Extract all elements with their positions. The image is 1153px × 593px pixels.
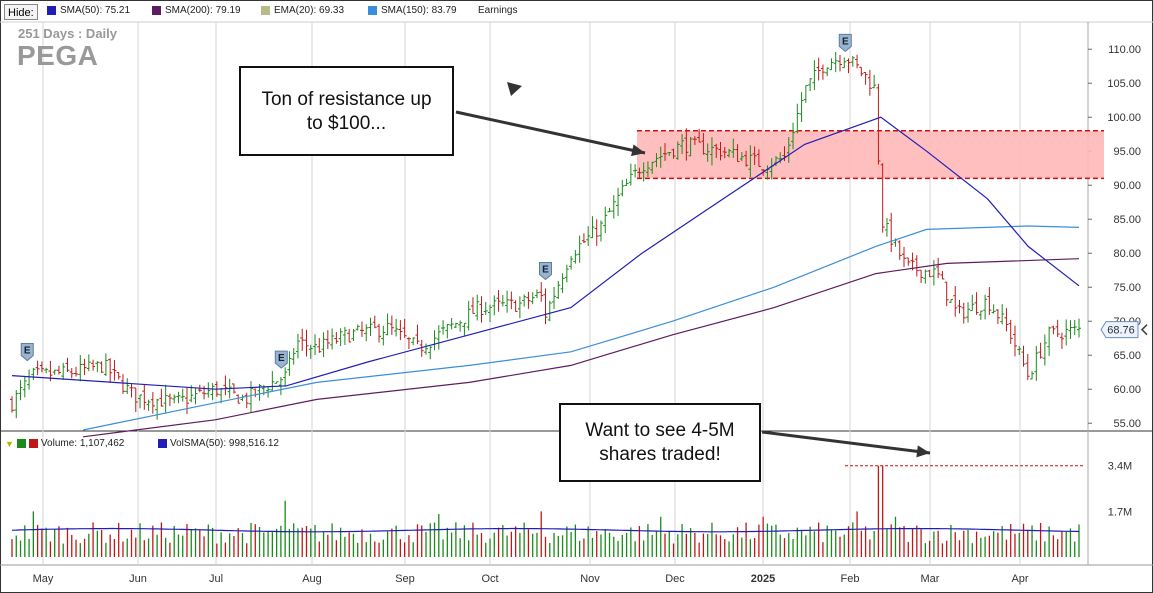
legend-sma50-label: SMA(50): 75.21 xyxy=(60,5,131,16)
earnings-marker-icon xyxy=(20,343,34,362)
sma150-swatch xyxy=(368,6,377,15)
volume-legend[interactable]: ▼ Volume: 1,107,462 xyxy=(5,438,124,449)
resistance-annotation-line1: Ton of resistance up xyxy=(261,89,432,110)
price-tick-label: 100.00 xyxy=(1107,112,1141,124)
month-tick-label: Apr xyxy=(1011,573,1028,585)
month-tick-label: Jul xyxy=(209,573,223,585)
cursor-pointer-icon xyxy=(507,82,522,96)
legend-ema20-label: EMA(20): 69.33 xyxy=(274,5,345,16)
volume-annotation-line2: shares traded! xyxy=(599,444,721,465)
resistance-arrow xyxy=(455,110,646,155)
price-tick-label: 60.00 xyxy=(1113,384,1141,396)
volsma-label: VolSMA(50): 998,516.12 xyxy=(170,438,279,449)
volume-down-swatch xyxy=(28,439,38,448)
price-tick-label: 85.00 xyxy=(1113,214,1141,226)
legend-ema20[interactable]: EMA(20): 69.33 xyxy=(261,5,344,16)
earnings-marker-icon xyxy=(274,350,288,369)
volsma-line xyxy=(11,527,1080,533)
last-price-label: 68.76 xyxy=(1107,325,1135,337)
month-tick-label: Nov xyxy=(580,573,600,585)
volsma-swatch xyxy=(158,439,167,448)
last-price-marker xyxy=(1100,321,1139,339)
price-tick-label: 80.00 xyxy=(1113,248,1141,260)
price-tick-label: 105.00 xyxy=(1107,78,1141,90)
volsma-legend[interactable]: VolSMA(50): 998,516.12 xyxy=(158,438,279,449)
resistance-annotation: Ton of resistance up to $100... xyxy=(239,66,454,156)
resistance-annotation-line2: to $100... xyxy=(306,113,387,134)
earnings-marker-label: E xyxy=(542,264,549,275)
legend-sma50[interactable]: SMA(50): 75.21 xyxy=(47,5,130,16)
collapse-arrow-icon xyxy=(1140,324,1148,336)
ema20-swatch xyxy=(261,6,270,15)
resistance-zone xyxy=(636,130,1104,179)
sma50-swatch xyxy=(47,6,56,15)
month-tick-label: 2025 xyxy=(751,573,775,585)
volume-arrow-head xyxy=(916,445,930,458)
ticker-symbol: PEGA xyxy=(17,40,99,71)
volume-annotation: Want to see 4-5M shares traded! xyxy=(559,403,761,482)
legend-sma150[interactable]: SMA(150): 83.79 xyxy=(368,5,457,16)
legend-earnings[interactable]: Earnings xyxy=(478,5,517,16)
sma150-line xyxy=(82,225,1080,431)
legend-sma200[interactable]: SMA(200): 79.19 xyxy=(152,5,241,16)
price-tick-label: 55.00 xyxy=(1113,418,1141,430)
earnings-marker-label: E xyxy=(278,353,285,364)
month-tick-label: Feb xyxy=(841,573,860,585)
month-tick-label: Jun xyxy=(129,573,147,585)
hide-button[interactable]: Hide: xyxy=(4,4,38,20)
volume-arrow xyxy=(761,430,931,455)
month-tick-label: Mar xyxy=(921,573,940,585)
price-tick-label: 95.00 xyxy=(1113,146,1141,158)
earnings-marker-icon xyxy=(838,33,852,53)
legend-earnings-label: Earnings xyxy=(478,5,518,16)
price-tick-label: 110.00 xyxy=(1108,44,1141,56)
price-tick-label: 75.00 xyxy=(1113,282,1141,294)
month-tick-label: Sep xyxy=(395,573,415,585)
earnings-marker-label: E xyxy=(842,36,849,47)
volume-label: Volume: 1,107,462 xyxy=(40,438,125,449)
earnings-marker-label: E xyxy=(24,346,31,357)
sma200-line xyxy=(83,258,1080,438)
period-label: 251 Days : Daily xyxy=(18,26,118,41)
volume-tick-label: 3.4M xyxy=(1108,461,1132,473)
legend-sma150-label: SMA(150): 83.79 xyxy=(381,5,457,16)
month-tick-label: Aug xyxy=(302,573,322,585)
resistance-arrow-head xyxy=(631,144,645,157)
month-tick-label: Oct xyxy=(481,573,498,585)
earnings-marker-icon xyxy=(539,262,552,281)
legend-sma200-label: SMA(200): 79.19 xyxy=(165,5,241,16)
collapse-triangle-icon[interactable]: ▼ xyxy=(5,438,14,449)
month-tick-label: May xyxy=(33,573,54,585)
volume-annotation-line1: Want to see 4-5M xyxy=(585,420,735,441)
month-tick-label: Dec xyxy=(665,573,685,585)
sma50-line xyxy=(11,116,1080,390)
volume-tick-label: 1.7M xyxy=(1108,506,1132,518)
sma200-swatch xyxy=(152,6,161,15)
price-tick-label: 90.00 xyxy=(1113,180,1141,192)
price-tick-label: 65.00 xyxy=(1113,350,1141,362)
volume-up-swatch xyxy=(16,439,26,448)
